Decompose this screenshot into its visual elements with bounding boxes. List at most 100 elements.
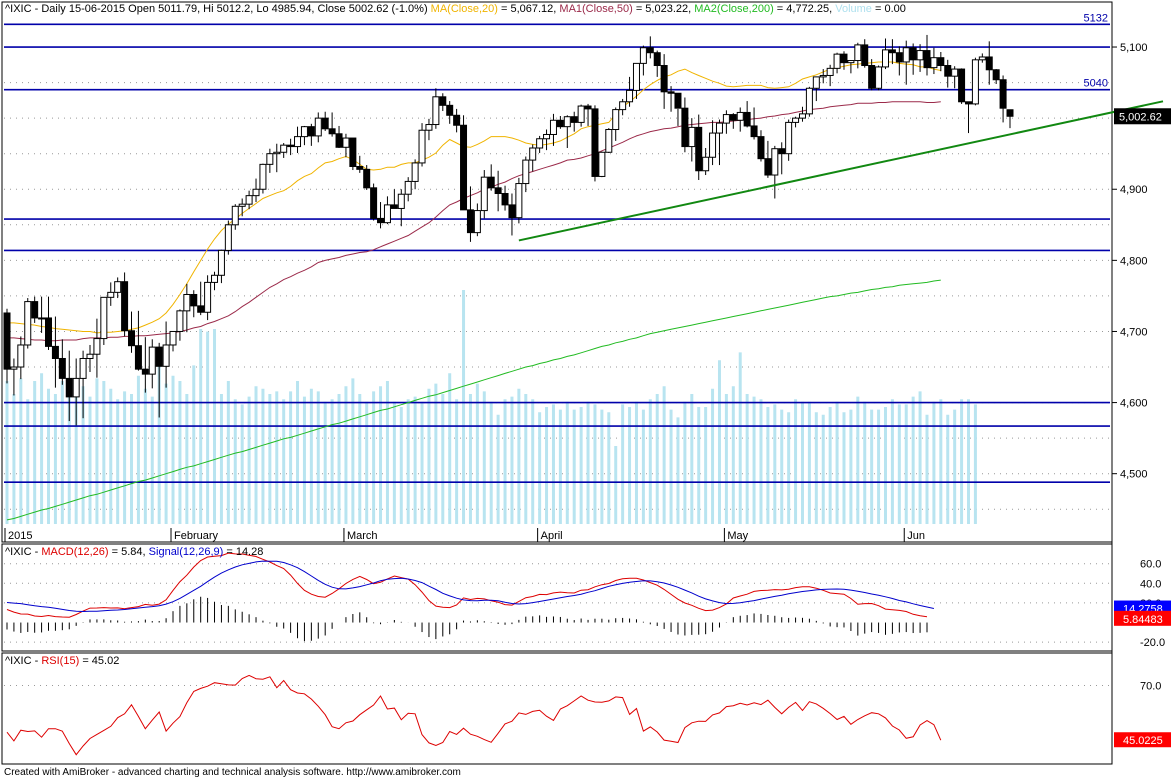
candle-body: [792, 117, 800, 123]
ma200-value: = 4,772.25,: [777, 3, 835, 15]
moving-averages: [6, 61, 941, 521]
volume-name: Volume: [835, 3, 872, 15]
candle-body: [79, 357, 87, 379]
candle-body: [639, 47, 647, 64]
candle-body: [183, 293, 191, 312]
candle-body: [688, 126, 696, 148]
candle-body: [314, 117, 322, 137]
price-header-lead: ^IXIC - Daily 15-06-2015 Open 5011.79, H…: [5, 3, 428, 15]
rsi-badge: [1114, 732, 1171, 748]
candle-body: [508, 204, 516, 219]
candle-body: [522, 159, 530, 185]
candle-body: [370, 187, 378, 219]
candle-body: [626, 89, 634, 103]
ma200-name: MA2(Close,200): [694, 3, 773, 15]
horizontal-line-label: 5132: [1084, 12, 1108, 24]
macd-badge-label: 5.84483: [1123, 614, 1163, 626]
ma20-value: = 5,067.12,: [501, 3, 559, 15]
candle-body: [121, 281, 129, 332]
candle-body: [86, 353, 94, 359]
candle-body: [93, 338, 101, 355]
candle-body: [619, 101, 627, 111]
candle-body: [674, 92, 682, 109]
candle-body: [605, 129, 613, 153]
candle-body: [211, 274, 219, 283]
candle-body: [238, 203, 246, 207]
candle-body: [771, 148, 779, 176]
candle-body: [501, 193, 509, 206]
candle-body: [224, 224, 232, 251]
candle-body: [702, 156, 710, 172]
candle-body: [280, 144, 288, 153]
macd-line: [6, 552, 928, 618]
candle-body: [536, 138, 544, 149]
horizontal-line-label: 5040: [1084, 78, 1108, 90]
trend-line-segment: [518, 100, 1164, 242]
candle-body: [141, 368, 149, 375]
signal-line: [6, 560, 935, 613]
date-tick-label: May: [727, 530, 748, 542]
candle-body: [909, 47, 917, 61]
price-tick-label: 4,700: [1120, 326, 1148, 338]
candle-body: [38, 317, 46, 320]
candle-body: [895, 52, 903, 63]
macd-tick-label: -20.0: [1140, 637, 1165, 649]
candle-body: [439, 96, 447, 106]
candle-body: [425, 124, 433, 131]
candle-body: [785, 121, 793, 155]
candle-body: [45, 317, 53, 347]
price-tick-label: 4,600: [1120, 398, 1148, 410]
candle-body: [854, 44, 862, 62]
candle-body: [695, 126, 703, 172]
candle-body: [736, 111, 744, 121]
candle-body: [107, 291, 115, 298]
candle-body: [985, 56, 993, 71]
rsi-header: ^IXIC - RSI(15) = 45.02: [5, 655, 119, 667]
candle-body: [473, 210, 481, 234]
candle-body: [335, 133, 343, 148]
candle-body: [778, 148, 786, 155]
candle-body: [307, 126, 315, 137]
candle-body: [100, 296, 108, 340]
candle-body: [190, 293, 198, 307]
candle-body: [805, 87, 813, 115]
candle-body: [757, 136, 765, 160]
macd-tick-label: 60.0: [1140, 559, 1161, 571]
rsi-header-lead: ^IXIC -: [5, 655, 41, 667]
candle-body: [169, 330, 177, 346]
candle-body: [944, 65, 952, 77]
candle-body: [549, 119, 557, 135]
candle-body: [964, 101, 972, 105]
signal-name: Signal(12,26,9): [149, 546, 224, 558]
candle-body: [798, 113, 806, 119]
price-tick-label: 4,500: [1120, 469, 1148, 481]
date-tick-label: February: [174, 530, 219, 542]
date-tick-label: 2015: [8, 530, 32, 542]
candle-body: [58, 357, 66, 379]
candle-body: [10, 366, 18, 370]
rsi-name: RSI(15): [41, 655, 79, 667]
date-tick-label: Jun: [907, 530, 925, 542]
candle-body: [480, 176, 488, 212]
candle-body: [418, 129, 426, 164]
candle-body: [840, 53, 848, 64]
candle-body: [356, 165, 364, 170]
candle-body: [632, 62, 640, 91]
rsi-panel: [1, 652, 1113, 765]
candle-body: [709, 132, 717, 158]
candle-body: [888, 49, 896, 54]
candle-body: [584, 105, 592, 110]
candle-body: [598, 151, 606, 177]
candle-body: [764, 158, 772, 176]
candle-body: [245, 195, 253, 205]
candle-body: [916, 50, 924, 61]
candle-body: [868, 65, 876, 89]
candle-body: [743, 111, 751, 127]
candle-body: [715, 122, 723, 134]
candle-body: [646, 47, 654, 54]
candle-body: [446, 104, 454, 116]
candle-body: [902, 47, 910, 63]
candle-body: [128, 330, 136, 347]
price-tick-label: 4,900: [1120, 184, 1148, 196]
